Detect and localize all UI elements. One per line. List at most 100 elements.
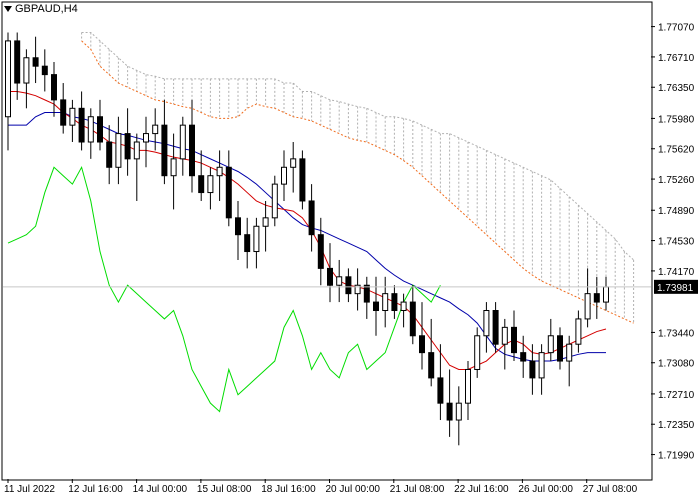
candle-body [308, 200, 315, 236]
candle-body [299, 158, 306, 202]
price-tick-label: 1.75980 [658, 114, 695, 125]
candle-body [419, 335, 425, 354]
time-tick-label: 14 Jul 00:00 [133, 484, 188, 495]
price-tick-label: 1.74890 [658, 206, 695, 217]
time-tick-label: 18 Jul 16:00 [261, 484, 316, 495]
candle-body [14, 40, 21, 84]
candle-body [391, 293, 398, 312]
candle-body [538, 352, 545, 379]
time-tick-label: 15 Jul 08:00 [197, 484, 252, 495]
price-tick-label: 1.73080 [658, 359, 695, 370]
price-tick-label: 1.76350 [658, 83, 695, 94]
candle-body [225, 166, 232, 219]
candle-body [189, 124, 195, 177]
senkou-span-b-line [81, 31, 634, 261]
chikou-span-line [7, 165, 441, 413]
price-tick-label: 1.75620 [658, 145, 695, 156]
candle-body [382, 293, 389, 312]
candle-body [271, 183, 278, 219]
candle-body [492, 310, 499, 345]
candle-body [207, 175, 214, 194]
candle-body [354, 284, 361, 295]
time-tick-label: 21 Jul 08:00 [390, 484, 445, 495]
candle-body [327, 267, 333, 286]
candle-body [373, 301, 379, 312]
candle-body [290, 158, 297, 168]
current-price-tag: 1.73981 [654, 279, 698, 294]
time-axis: 11 Jul 2022 12 Jul 16:00 14 Jul 00:00 15 Ju… [4, 479, 638, 495]
candle-body [455, 402, 462, 421]
candle-body [363, 284, 370, 303]
price-tick-label: 1.75260 [658, 175, 695, 186]
candle-body [143, 133, 149, 143]
candle-body [409, 301, 416, 337]
symbol-label: GBPAUD,H4 [15, 3, 78, 15]
candle-body [106, 141, 113, 168]
candle-body [97, 116, 103, 143]
candle-body [437, 377, 444, 404]
candle-body [23, 57, 30, 84]
candle-body [345, 276, 352, 295]
candle-body [465, 368, 471, 404]
price-tick-label: 1.72710 [658, 390, 695, 401]
candle-body [511, 326, 517, 354]
candle-body [133, 141, 140, 160]
price-tick-label: 1.72350 [658, 420, 695, 431]
price-tick-label: 1.71990 [658, 451, 695, 462]
candle-body [520, 352, 527, 362]
candle-body [317, 234, 324, 269]
candle-body [124, 133, 131, 160]
price-tick-label: 1.76710 [658, 53, 695, 64]
candle-body [593, 293, 600, 303]
price-tick-label: 1.77070 [658, 23, 695, 34]
candle-body [87, 116, 94, 143]
candle-body [557, 335, 563, 362]
candle-body [253, 225, 260, 253]
price-tick-label: 1.74170 [658, 267, 695, 278]
candle-body [69, 107, 76, 126]
candle-body [428, 352, 435, 379]
price-axis: 1.77070 1.76710 1.76350 1.75980 1.75620 1.752… [3, 23, 695, 462]
candle-body [244, 234, 251, 253]
candle-body [198, 175, 205, 194]
time-tick-label: 20 Jul 00:00 [326, 484, 381, 495]
candle-body [51, 74, 57, 101]
candle-body [584, 293, 591, 320]
candle-body [179, 124, 186, 160]
price-tick-label: 1.74530 [658, 237, 695, 248]
candle-body [5, 40, 11, 118]
time-tick-label: 26 Jul 00:00 [518, 484, 573, 495]
price-tag-label: 1.73981 [657, 283, 694, 294]
candle-body [115, 133, 122, 168]
candle-body [152, 124, 159, 135]
plot-area [1, 1, 653, 481]
candle-body [235, 217, 241, 236]
candle-body [603, 286, 609, 303]
time-tick-label: 12 Jul 16:00 [68, 484, 123, 495]
price-tag-box [654, 279, 698, 294]
ichimoku-cloud [81, 31, 635, 324]
candle-body [575, 318, 582, 345]
candle-body [474, 335, 481, 370]
candle-body [566, 343, 573, 362]
time-tick-label: 22 Jul 16:00 [454, 484, 509, 495]
candles [5, 32, 609, 446]
candle-body [400, 301, 407, 312]
dropdown-triangle-icon[interactable] [4, 6, 12, 12]
candle-body [262, 217, 269, 227]
candle-body [529, 360, 536, 379]
candle-body [161, 124, 168, 177]
time-tick-label: 27 Jul 08:00 [583, 484, 638, 495]
candle-body [78, 107, 85, 143]
time-tick-label: 11 Jul 2022 [4, 484, 55, 495]
candle-body [216, 166, 223, 177]
candle-body [336, 276, 343, 286]
kijun-sen-line [8, 112, 606, 362]
candle-body [501, 326, 508, 345]
candle-body [483, 310, 490, 337]
candle-body [281, 166, 287, 185]
candle-body [547, 335, 554, 354]
candle-body [170, 158, 177, 177]
chart-title[interactable]: GBPAUD,H4 [4, 3, 78, 15]
